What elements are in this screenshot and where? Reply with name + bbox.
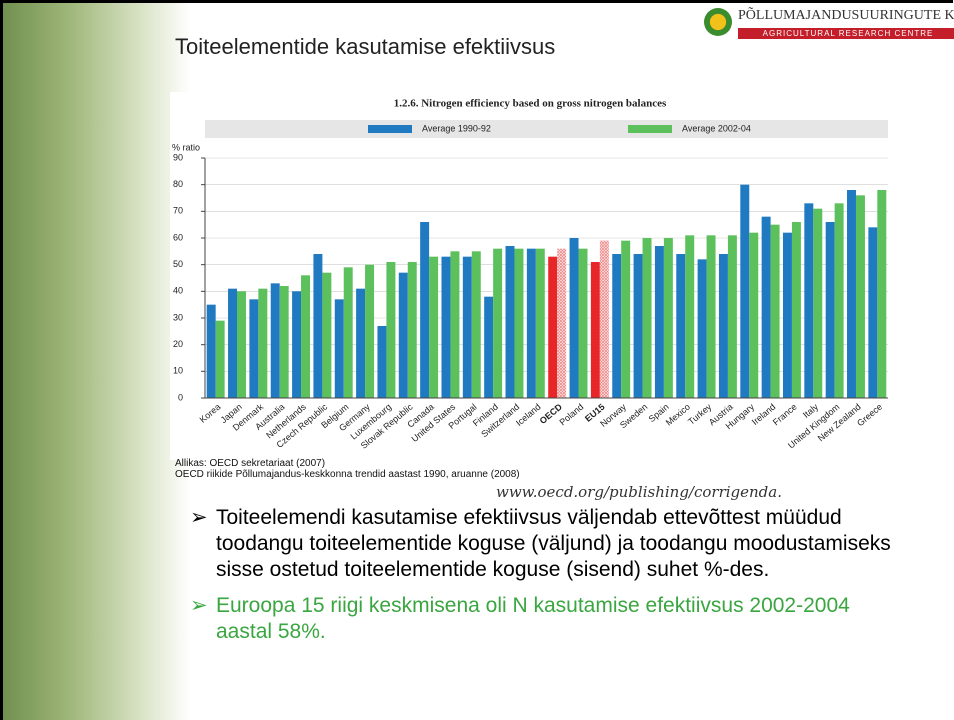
- bar: [505, 246, 515, 398]
- bar: [514, 248, 524, 398]
- legend-band: [205, 120, 888, 138]
- bar: [279, 286, 289, 398]
- bar: [237, 291, 246, 398]
- bar: [313, 254, 323, 398]
- bar: [663, 238, 673, 398]
- y-tick-label: 40: [173, 286, 183, 296]
- y-tick-label: 20: [173, 339, 183, 349]
- bar: [642, 238, 652, 398]
- bar: [770, 224, 780, 398]
- y-tick-label: 80: [173, 179, 183, 189]
- bar: [557, 248, 567, 398]
- logo-icon: [704, 8, 732, 36]
- bar: [526, 248, 536, 398]
- bar: [847, 190, 856, 398]
- bar: [450, 251, 460, 398]
- bar: [484, 296, 494, 398]
- bar: [825, 222, 835, 398]
- bar: [270, 283, 280, 398]
- bar: [429, 256, 439, 398]
- logo-subtitle: AGRICULTURAL RESEARCH CENTRE: [738, 28, 954, 39]
- source-line: Allikas: OECD sekretariaat (2007): [175, 458, 326, 469]
- y-tick-label: 60: [173, 232, 183, 242]
- bar: [493, 248, 503, 398]
- bar: [868, 227, 878, 398]
- bar: [215, 320, 225, 398]
- bar: [228, 288, 238, 398]
- bar: [749, 232, 759, 398]
- slide-title: Toiteelementide kasutamise efektiivsus: [175, 34, 556, 59]
- y-tick-label: 10: [173, 366, 183, 376]
- bar: [386, 262, 396, 398]
- bar: [676, 254, 686, 398]
- bar: [740, 184, 750, 398]
- bar: [727, 235, 737, 398]
- bar: [258, 288, 268, 398]
- bar: [420, 222, 430, 398]
- bar: [356, 288, 366, 398]
- logo-name: PÕLLUMAJANDUSUURINGUTE KESKUS: [738, 8, 954, 23]
- bar: [535, 248, 545, 398]
- bar: [685, 235, 695, 398]
- source-line: OECD riikide Põllumajandus-keskkonna tre…: [175, 469, 520, 480]
- bar: [322, 272, 332, 398]
- y-tick-label: 50: [173, 259, 183, 269]
- y-axis-label: % ratio: [172, 142, 200, 152]
- bullet: Toiteelemendi kasutamise efektiivsus väl…: [190, 505, 910, 583]
- bar: [804, 203, 814, 398]
- logo: PÕLLUMAJANDUSUURINGUTE KESKUS AGRICULTUR…: [700, 6, 954, 42]
- sources: Allikas: OECD sekretariaat (2007) OECD r…: [175, 458, 520, 480]
- bar: [398, 272, 408, 398]
- bar: [633, 254, 643, 398]
- bar: [813, 208, 823, 398]
- bar: [706, 235, 716, 398]
- y-tick-label: 0: [178, 392, 183, 402]
- legend-label: Average 2002-04: [682, 123, 751, 133]
- bar: [377, 326, 387, 398]
- bullets: Toiteelemendi kasutamise efektiivsus väl…: [190, 505, 910, 655]
- bar: [855, 195, 865, 398]
- bar: [548, 256, 558, 398]
- y-tick-label: 30: [173, 312, 183, 322]
- bar: [590, 262, 600, 398]
- bar: [365, 264, 375, 398]
- bullet: Euroopa 15 riigi keskmisena oli N kasuta…: [190, 593, 910, 645]
- bar: [569, 238, 579, 398]
- bar: [343, 267, 353, 398]
- legend-swatch: [628, 125, 672, 133]
- chart-title: 1.2.6. Nitrogen efficiency based on gros…: [394, 98, 667, 110]
- bar: [791, 222, 801, 398]
- bar: [471, 251, 481, 398]
- bar: [761, 216, 771, 398]
- bar: [621, 240, 631, 398]
- bar: [578, 248, 588, 398]
- bar: [334, 299, 344, 398]
- y-tick-label: 90: [173, 152, 183, 162]
- bar: [206, 304, 216, 398]
- bar: [612, 254, 622, 398]
- bar: [292, 291, 302, 398]
- legend-label: Average 1990-92: [422, 123, 491, 133]
- bar: [718, 254, 728, 398]
- bar: [782, 232, 792, 398]
- bar: [697, 259, 707, 398]
- bar: [249, 299, 259, 398]
- bar: [654, 246, 664, 398]
- y-tick-label: 70: [173, 206, 183, 216]
- bar: [834, 203, 844, 398]
- bar: [599, 240, 609, 398]
- url: www.oecd.org/publishing/corrigenda.: [496, 483, 782, 501]
- bar: [877, 190, 887, 398]
- legend-swatch: [368, 125, 412, 133]
- bar: [407, 262, 417, 398]
- bar: [441, 256, 451, 398]
- bar: [462, 256, 472, 398]
- bar: [301, 275, 311, 398]
